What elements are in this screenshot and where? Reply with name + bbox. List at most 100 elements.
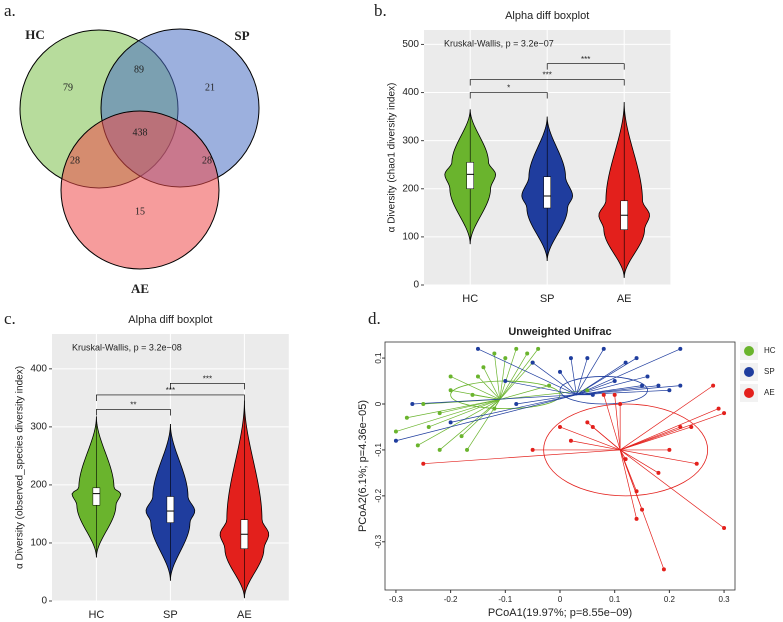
spider-line <box>619 449 659 474</box>
x-tick-label: 0.1 <box>609 595 621 604</box>
point <box>503 356 508 361</box>
y-axis-label: α Diversity (observed_species diversity … <box>15 366 26 569</box>
point <box>410 402 415 406</box>
point <box>558 424 562 429</box>
spider-line <box>450 376 500 400</box>
x-tick-label: -0.1 <box>498 595 512 604</box>
point <box>667 447 672 452</box>
spider-line <box>423 399 500 405</box>
panel-label: c. <box>4 309 16 328</box>
set-label: AE <box>131 281 149 296</box>
spider-line <box>570 358 577 395</box>
spider-line <box>620 408 719 451</box>
annotation: Kruskal-Wallis, p = 3.2e−07 <box>444 38 554 48</box>
spider-line <box>559 426 621 451</box>
point <box>514 402 519 406</box>
x-tick-label: HC <box>462 293 478 305</box>
confidence-ellipse <box>559 376 648 405</box>
spider-line <box>450 394 577 423</box>
y-axis-label: PCoA2(6.1%; p=4.36e−05) <box>357 400 369 532</box>
point <box>722 526 727 530</box>
spider-line <box>576 357 588 395</box>
box <box>92 487 101 506</box>
spider-line <box>472 394 500 400</box>
point <box>492 351 497 356</box>
x-tick-label: AE <box>617 293 632 305</box>
point <box>448 374 453 379</box>
set-label: HC <box>25 27 45 42</box>
spider-line <box>499 348 539 400</box>
point <box>612 379 617 384</box>
point <box>525 351 530 356</box>
point <box>634 516 639 521</box>
point <box>492 406 497 411</box>
y-tick-label: -0.2 <box>374 488 383 502</box>
point <box>404 415 409 420</box>
x-tick-label: AE <box>237 609 252 621</box>
y-tick-label: 0.1 <box>374 352 383 364</box>
panel-label: b. <box>374 1 387 20</box>
point <box>415 443 420 448</box>
venn-circle <box>60 110 220 270</box>
point <box>661 567 666 572</box>
box <box>466 162 474 190</box>
y-tick-label: 300 <box>402 135 419 146</box>
point <box>634 489 639 494</box>
point <box>612 392 617 397</box>
chart-title: Unweighted Unifrac <box>508 326 611 338</box>
point <box>689 424 694 429</box>
box <box>543 176 551 209</box>
x-tick-label: 0.2 <box>664 595 676 604</box>
spider-line <box>619 449 637 519</box>
point <box>667 388 672 393</box>
y-tick-label: 200 <box>30 480 47 491</box>
y-tick-label: -0.1 <box>374 442 383 456</box>
point <box>547 383 552 388</box>
x-tick-label: -0.3 <box>389 595 403 604</box>
spider-line <box>619 449 725 529</box>
point <box>459 434 464 439</box>
point <box>437 447 442 452</box>
spider-line <box>619 385 714 451</box>
point <box>656 383 661 388</box>
y-tick-label: 200 <box>402 183 419 194</box>
region-count: 79 <box>63 82 73 93</box>
y-axis-label: α Diversity (chao1 diversity index) <box>387 83 398 233</box>
significance-label: *** <box>543 71 552 80</box>
y-tick-label: 500 <box>402 39 419 50</box>
spider-line <box>576 348 681 396</box>
point <box>503 379 508 384</box>
point <box>645 374 650 379</box>
panel-label: a. <box>4 1 16 20</box>
spider-line <box>505 380 577 396</box>
point <box>568 438 573 443</box>
significance-label: ** <box>130 401 136 410</box>
panel-label: d. <box>368 309 381 328</box>
point <box>585 420 590 425</box>
region-count: 438 <box>133 127 148 138</box>
point <box>640 383 645 388</box>
point <box>678 383 683 388</box>
point <box>530 360 535 365</box>
point <box>426 424 431 429</box>
significance-bracket <box>469 92 548 99</box>
point <box>470 392 475 397</box>
point <box>601 346 606 351</box>
legend-marker <box>744 346 754 356</box>
x-tick-label: HC <box>88 609 104 621</box>
spider-line <box>461 399 501 437</box>
spider-line <box>406 399 500 419</box>
spider-line <box>576 385 643 396</box>
point <box>590 392 595 397</box>
legend-label: AE <box>764 388 775 397</box>
spider-line <box>417 399 501 446</box>
y-tick-label: 400 <box>30 363 47 374</box>
significance-bracket <box>170 382 245 390</box>
spider-line <box>576 348 605 395</box>
point <box>536 346 541 351</box>
legend-label: HC <box>764 346 776 355</box>
significance-bracket <box>96 409 171 416</box>
confidence-ellipse <box>543 403 709 497</box>
spider-line <box>620 412 725 451</box>
point <box>711 383 716 388</box>
